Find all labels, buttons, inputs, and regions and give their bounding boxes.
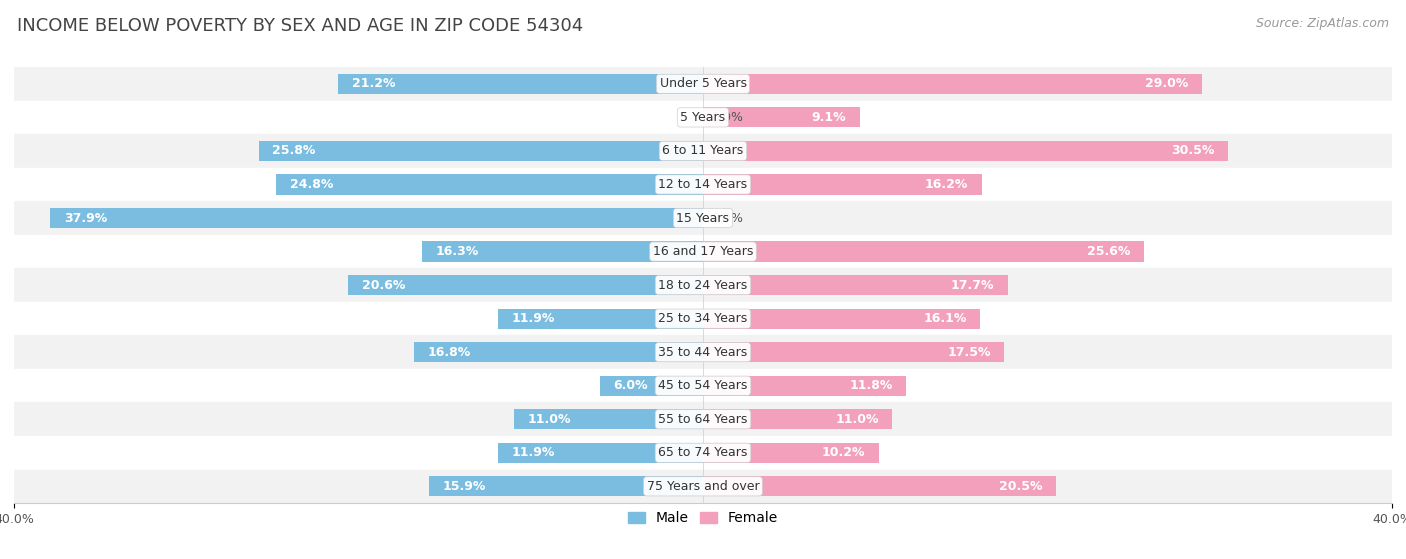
- Text: 55 to 64 Years: 55 to 64 Years: [658, 413, 748, 426]
- Bar: [349, 275, 703, 295]
- Text: 25.8%: 25.8%: [273, 144, 316, 158]
- Bar: [14, 335, 1392, 369]
- Text: 0.0%: 0.0%: [711, 211, 744, 225]
- Bar: [703, 74, 1202, 94]
- Text: Source: ZipAtlas.com: Source: ZipAtlas.com: [1256, 17, 1389, 30]
- Text: 24.8%: 24.8%: [290, 178, 333, 191]
- Text: 16.3%: 16.3%: [436, 245, 479, 258]
- Text: 16.1%: 16.1%: [924, 312, 966, 325]
- Bar: [429, 476, 703, 496]
- Bar: [703, 141, 1229, 161]
- Bar: [413, 342, 703, 362]
- Bar: [498, 443, 703, 463]
- Bar: [703, 275, 1008, 295]
- Text: 18 to 24 Years: 18 to 24 Years: [658, 278, 748, 292]
- Bar: [703, 409, 893, 429]
- Bar: [51, 208, 703, 228]
- Bar: [14, 369, 1392, 402]
- Bar: [14, 201, 1392, 235]
- Text: 9.1%: 9.1%: [811, 111, 846, 124]
- Bar: [703, 309, 980, 329]
- Bar: [703, 476, 1056, 496]
- Bar: [14, 402, 1392, 436]
- Bar: [703, 241, 1144, 262]
- Text: 25.6%: 25.6%: [1087, 245, 1130, 258]
- Text: 20.5%: 20.5%: [998, 480, 1042, 493]
- Bar: [703, 443, 879, 463]
- Bar: [422, 241, 703, 262]
- Text: 15.9%: 15.9%: [443, 480, 486, 493]
- Bar: [14, 168, 1392, 201]
- Text: Under 5 Years: Under 5 Years: [659, 77, 747, 91]
- Legend: Male, Female: Male, Female: [623, 506, 783, 531]
- Text: 6 to 11 Years: 6 to 11 Years: [662, 144, 744, 158]
- Text: 11.9%: 11.9%: [512, 312, 555, 325]
- Bar: [703, 342, 1004, 362]
- Text: 15 Years: 15 Years: [676, 211, 730, 225]
- Text: 17.7%: 17.7%: [950, 278, 994, 292]
- Text: 21.2%: 21.2%: [352, 77, 395, 91]
- Text: 65 to 74 Years: 65 to 74 Years: [658, 446, 748, 459]
- Bar: [703, 174, 981, 195]
- Bar: [14, 302, 1392, 335]
- Bar: [276, 174, 703, 195]
- Text: 17.5%: 17.5%: [948, 345, 991, 359]
- Text: 0.0%: 0.0%: [711, 111, 744, 124]
- Bar: [14, 470, 1392, 503]
- Bar: [14, 268, 1392, 302]
- Text: 11.9%: 11.9%: [512, 446, 555, 459]
- Text: INCOME BELOW POVERTY BY SEX AND AGE IN ZIP CODE 54304: INCOME BELOW POVERTY BY SEX AND AGE IN Z…: [17, 17, 583, 35]
- Text: 11.8%: 11.8%: [849, 379, 893, 392]
- Text: 11.0%: 11.0%: [527, 413, 571, 426]
- Bar: [14, 134, 1392, 168]
- Text: 35 to 44 Years: 35 to 44 Years: [658, 345, 748, 359]
- Text: 37.9%: 37.9%: [65, 211, 107, 225]
- Bar: [703, 107, 859, 127]
- Text: 29.0%: 29.0%: [1146, 77, 1188, 91]
- Text: 16 and 17 Years: 16 and 17 Years: [652, 245, 754, 258]
- Bar: [703, 376, 907, 396]
- Bar: [14, 67, 1392, 101]
- Bar: [337, 74, 703, 94]
- Text: 12 to 14 Years: 12 to 14 Years: [658, 178, 748, 191]
- Bar: [14, 101, 1392, 134]
- Text: 20.6%: 20.6%: [361, 278, 405, 292]
- Bar: [14, 436, 1392, 470]
- Text: 45 to 54 Years: 45 to 54 Years: [658, 379, 748, 392]
- Text: 16.8%: 16.8%: [427, 345, 471, 359]
- Bar: [599, 376, 703, 396]
- Text: 25 to 34 Years: 25 to 34 Years: [658, 312, 748, 325]
- Text: 16.2%: 16.2%: [925, 178, 969, 191]
- Text: 6.0%: 6.0%: [613, 379, 648, 392]
- Text: 10.2%: 10.2%: [821, 446, 865, 459]
- Text: 75 Years and over: 75 Years and over: [647, 480, 759, 493]
- Text: 30.5%: 30.5%: [1171, 144, 1215, 158]
- Bar: [513, 409, 703, 429]
- Bar: [14, 235, 1392, 268]
- Bar: [259, 141, 703, 161]
- Text: 5 Years: 5 Years: [681, 111, 725, 124]
- Text: 11.0%: 11.0%: [835, 413, 879, 426]
- Bar: [498, 309, 703, 329]
